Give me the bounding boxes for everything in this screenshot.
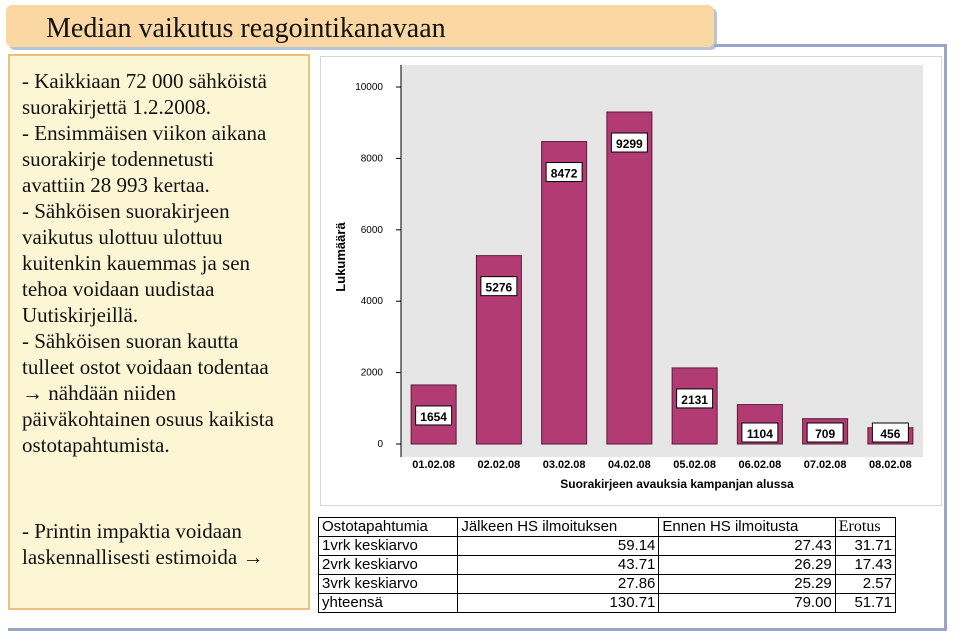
- table-cell: 130.71: [457, 593, 660, 613]
- data-label: 456: [880, 427, 900, 441]
- table-cell: 25.29: [658, 574, 836, 594]
- data-label: 1654: [420, 410, 447, 424]
- text-line: avattiin 28 993 kertaa.: [22, 173, 210, 197]
- data-label: 2131: [681, 393, 708, 407]
- y-tick-label: 2000: [361, 368, 384, 379]
- chart-container: 0 2000 4000 6000 8000 10000 1654 01.02.08 5276 02…: [320, 56, 942, 506]
- table-cell: 59.14: [457, 536, 660, 556]
- y-tick-label: 6000: [361, 225, 384, 236]
- text-line: - Ensimmäisen viikon aikana: [22, 121, 267, 145]
- x-tick-label: 08.02.08: [869, 459, 912, 471]
- x-tick-label: 03.02.08: [543, 459, 586, 471]
- x-axis-label: Suorakirjeen avauksia kampanjan alussa: [560, 477, 794, 491]
- x-tick-label: 04.02.08: [608, 459, 651, 471]
- title-bar: Median vaikutus reagointikanavaan: [6, 5, 714, 47]
- y-axis-label: Lukumäärä: [333, 222, 348, 292]
- x-tick-label: 05.02.08: [673, 459, 716, 471]
- frame-line-right: [944, 44, 947, 630]
- text-line: Uutiskirjeillä.: [22, 303, 139, 327]
- slide-title: Median vaikutus reagointikanavaan: [46, 13, 446, 44]
- x-tick-label: 01.02.08: [412, 459, 455, 471]
- table-cell: 51.71: [834, 593, 897, 613]
- data-label-box: [806, 422, 844, 443]
- text-line: suorakirje todennetusti: [22, 147, 214, 171]
- text-line: → nähdään niiden: [22, 381, 176, 405]
- table-row: 3vrk keskiarvo 27.86 25.29 2.57: [317, 574, 897, 594]
- x-tick-label: 06.02.08: [738, 459, 781, 471]
- bar: [606, 111, 653, 445]
- data-table: Ostotapahtumia Jälkeen HS ilmoituksen En…: [317, 517, 897, 613]
- text-line: - Printin impaktia voidaan: [22, 519, 242, 543]
- bar-chart: 0 2000 4000 6000 8000 10000 1654 01.02.08 5276 02…: [333, 65, 923, 491]
- data-label: 5276: [486, 281, 513, 295]
- text-line: kuitenkin kauemmas ja sen: [22, 251, 251, 275]
- table-row: yhteensä 130.71 79.00 51.71: [317, 593, 897, 613]
- text-line: - Kaikkiaan 72 000 sähköistä: [22, 69, 267, 93]
- table-header-cell: Ostotapahtumia: [317, 517, 459, 537]
- frame-line-top: [714, 44, 944, 47]
- data-label-box: [871, 422, 909, 443]
- y-tick-label: 4000: [361, 296, 384, 307]
- data-label: 8472: [551, 167, 578, 181]
- text-line: suorakirjettä 1.2.2008.: [22, 95, 211, 119]
- bar: [541, 141, 588, 445]
- text-panel: - Kaikkiaan 72 000 sähköistä suorakirjett…: [8, 54, 310, 610]
- y-tick-label: 0: [377, 439, 383, 450]
- table-row: 2vrk keskiarvo 43.71 26.29 17.43: [317, 555, 897, 575]
- table-cell: 27.86: [457, 574, 660, 594]
- data-label-box: [480, 276, 518, 297]
- data-label-box: [676, 388, 714, 409]
- table-cell: 43.71: [457, 555, 660, 575]
- x-tick-label: 02.02.08: [477, 459, 520, 471]
- table-cell: 2vrk keskiarvo: [317, 555, 459, 575]
- data-label: 9299: [616, 137, 643, 151]
- table-cell: 2.57: [834, 574, 897, 594]
- bottom-text: - Printin impaktia voidaan laskennallises…: [22, 518, 263, 570]
- data-label: 709: [815, 427, 835, 441]
- y-tick-label: 8000: [361, 153, 384, 164]
- table-header-cell: Erotus: [834, 517, 897, 537]
- main-text: - Kaikkiaan 72 000 sähköistä suorakirjett…: [22, 68, 274, 458]
- table-cell: yhteensä: [317, 593, 459, 613]
- text-line: ostotapahtumista.: [22, 433, 170, 457]
- table-header-cell: Ennen HS ilmoitusta: [658, 517, 836, 537]
- frame-line-bottom: [8, 628, 947, 631]
- text-line: päiväkohtainen osuus kaikista: [22, 407, 274, 431]
- data-label: 1104: [747, 427, 773, 441]
- table-header-row: Ostotapahtumia Jälkeen HS ilmoituksen En…: [317, 517, 897, 537]
- text-line: - Sähköisen suoran kautta: [22, 329, 239, 353]
- table-cell: 1vrk keskiarvo: [317, 536, 459, 556]
- x-tick-label: 07.02.08: [804, 459, 847, 471]
- table-cell: 17.43: [834, 555, 897, 575]
- data-label-box: [545, 162, 583, 183]
- table-row: 1vrk keskiarvo 59.14 27.43 31.71: [317, 536, 897, 556]
- data-label-box: [415, 405, 453, 426]
- data-label-box: [741, 422, 779, 443]
- table-header-cell: Jälkeen HS ilmoituksen: [457, 517, 660, 537]
- text-line: laskennallisesti estimoida →: [22, 545, 264, 569]
- table-cell: 27.43: [658, 536, 836, 556]
- text-line: tehoa voidaan uudistaa: [22, 277, 215, 301]
- y-tick-label: 10000: [355, 82, 383, 93]
- table-cell: 31.71: [834, 536, 897, 556]
- text-line: - Sähköisen suorakirjeen: [22, 199, 230, 223]
- text-line: vaikutus ulottuu ulottuu: [22, 225, 223, 249]
- text-line: tulleet ostot voidaan todentaa: [22, 355, 269, 379]
- table-cell: 79.00: [658, 593, 836, 613]
- data-label-box: [610, 132, 648, 153]
- table-cell: 26.29: [658, 555, 836, 575]
- table-cell: 3vrk keskiarvo: [317, 574, 459, 594]
